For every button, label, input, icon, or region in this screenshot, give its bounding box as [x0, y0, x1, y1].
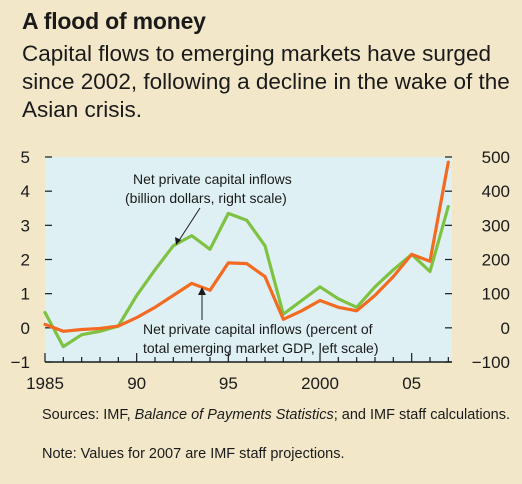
right-tick-label: 400 [482, 182, 510, 201]
left-tick-label: 2 [21, 251, 30, 270]
left-tick-label: 0 [21, 319, 30, 338]
series-label-billion-dollars: Net private capital inflows (billion doll… [125, 171, 292, 206]
annotation-arrowhead-billion [175, 237, 181, 245]
left-tick-label: −1 [11, 353, 30, 372]
sources-note: Sources: IMF, Balance of Payments Statis… [42, 406, 512, 425]
x-tick-label: 2000 [301, 374, 339, 393]
chart-title: A flood of money [22, 8, 206, 34]
left-tick-label: 5 [21, 148, 30, 167]
line-chart: −1 0 1 2 3 4 5 −100 0 100 200 300 400 500 1985 90 95 2000… [11, 148, 510, 393]
series-line-percent-gdp [43, 160, 450, 333]
sources-prefix: Sources: IMF, [42, 407, 135, 423]
right-tick-label: 500 [482, 148, 510, 167]
right-tick-label: 0 [501, 319, 510, 338]
right-tick-label: 100 [482, 285, 510, 304]
series-label-line: Net private capital inflows [133, 171, 292, 187]
right-tick-label: 200 [482, 251, 510, 270]
left-tick-label: 4 [21, 182, 30, 201]
x-tick-label: 90 [127, 374, 146, 393]
projection-note: Note: Values for 2007 are IMF staff proj… [42, 446, 345, 462]
series-label-line: total emerging market GDP, left scale) [143, 340, 379, 356]
series-label-line: (billion dollars, right scale) [125, 190, 287, 206]
series-label-percent-gdp: Net private capital inflows (percent of t… [143, 321, 379, 356]
series-label-line: Net private capital inflows (percent of [143, 321, 373, 337]
right-tick-label: −100 [472, 353, 510, 372]
x-tick-label: 1985 [26, 374, 64, 393]
left-tick-label: 1 [21, 285, 30, 304]
right-tick-label: 300 [482, 216, 510, 235]
x-tick-label: 95 [219, 374, 238, 393]
sources-suffix: ; and IMF staff calculations. [333, 407, 510, 423]
sources-publication: Balance of Payments Statistics [134, 407, 334, 423]
left-tick-label: 3 [21, 216, 30, 235]
annotation-pointer-billion [177, 207, 201, 243]
annotation-arrowhead-percent [198, 287, 206, 295]
x-tick-label: 05 [402, 374, 421, 393]
chart-subtitle: Capital flows to emerging markets have s… [22, 41, 510, 122]
